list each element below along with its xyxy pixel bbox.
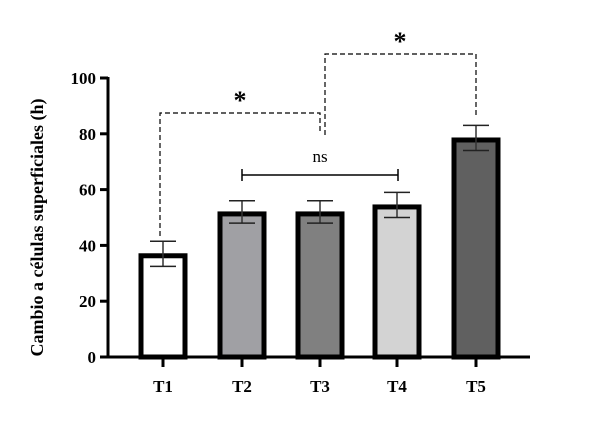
y-tick-label: 100 (71, 69, 97, 88)
y-tick-label: 20 (79, 292, 96, 311)
significance-bracket-t3-t5 (324, 53, 477, 135)
ns-label: ns (312, 147, 327, 166)
significance-star: * (394, 27, 407, 56)
y-tick-label: 60 (79, 181, 96, 200)
y-axis-title: Cambio a células superficiales (h) (27, 99, 48, 357)
bar-t3 (295, 200, 345, 360)
bar-t2 (217, 200, 267, 360)
x-tick-label: T3 (310, 377, 330, 396)
bar-t4 (372, 191, 422, 360)
bar-t5 (451, 124, 501, 360)
bar-t1 (138, 240, 188, 360)
x-tick-label: T4 (387, 377, 407, 396)
ns-bracket-t2-t4 (241, 169, 399, 181)
significance-bracket-t1-t3 (159, 112, 321, 236)
x-tick-label: T2 (232, 377, 252, 396)
significance-star: * (234, 86, 247, 115)
x-tick-label: T1 (153, 377, 173, 396)
x-tick-label: T5 (466, 377, 486, 396)
y-tick-label: 0 (88, 348, 97, 367)
y-tick-label: 80 (79, 125, 96, 144)
y-tick-label: 40 (79, 236, 96, 255)
